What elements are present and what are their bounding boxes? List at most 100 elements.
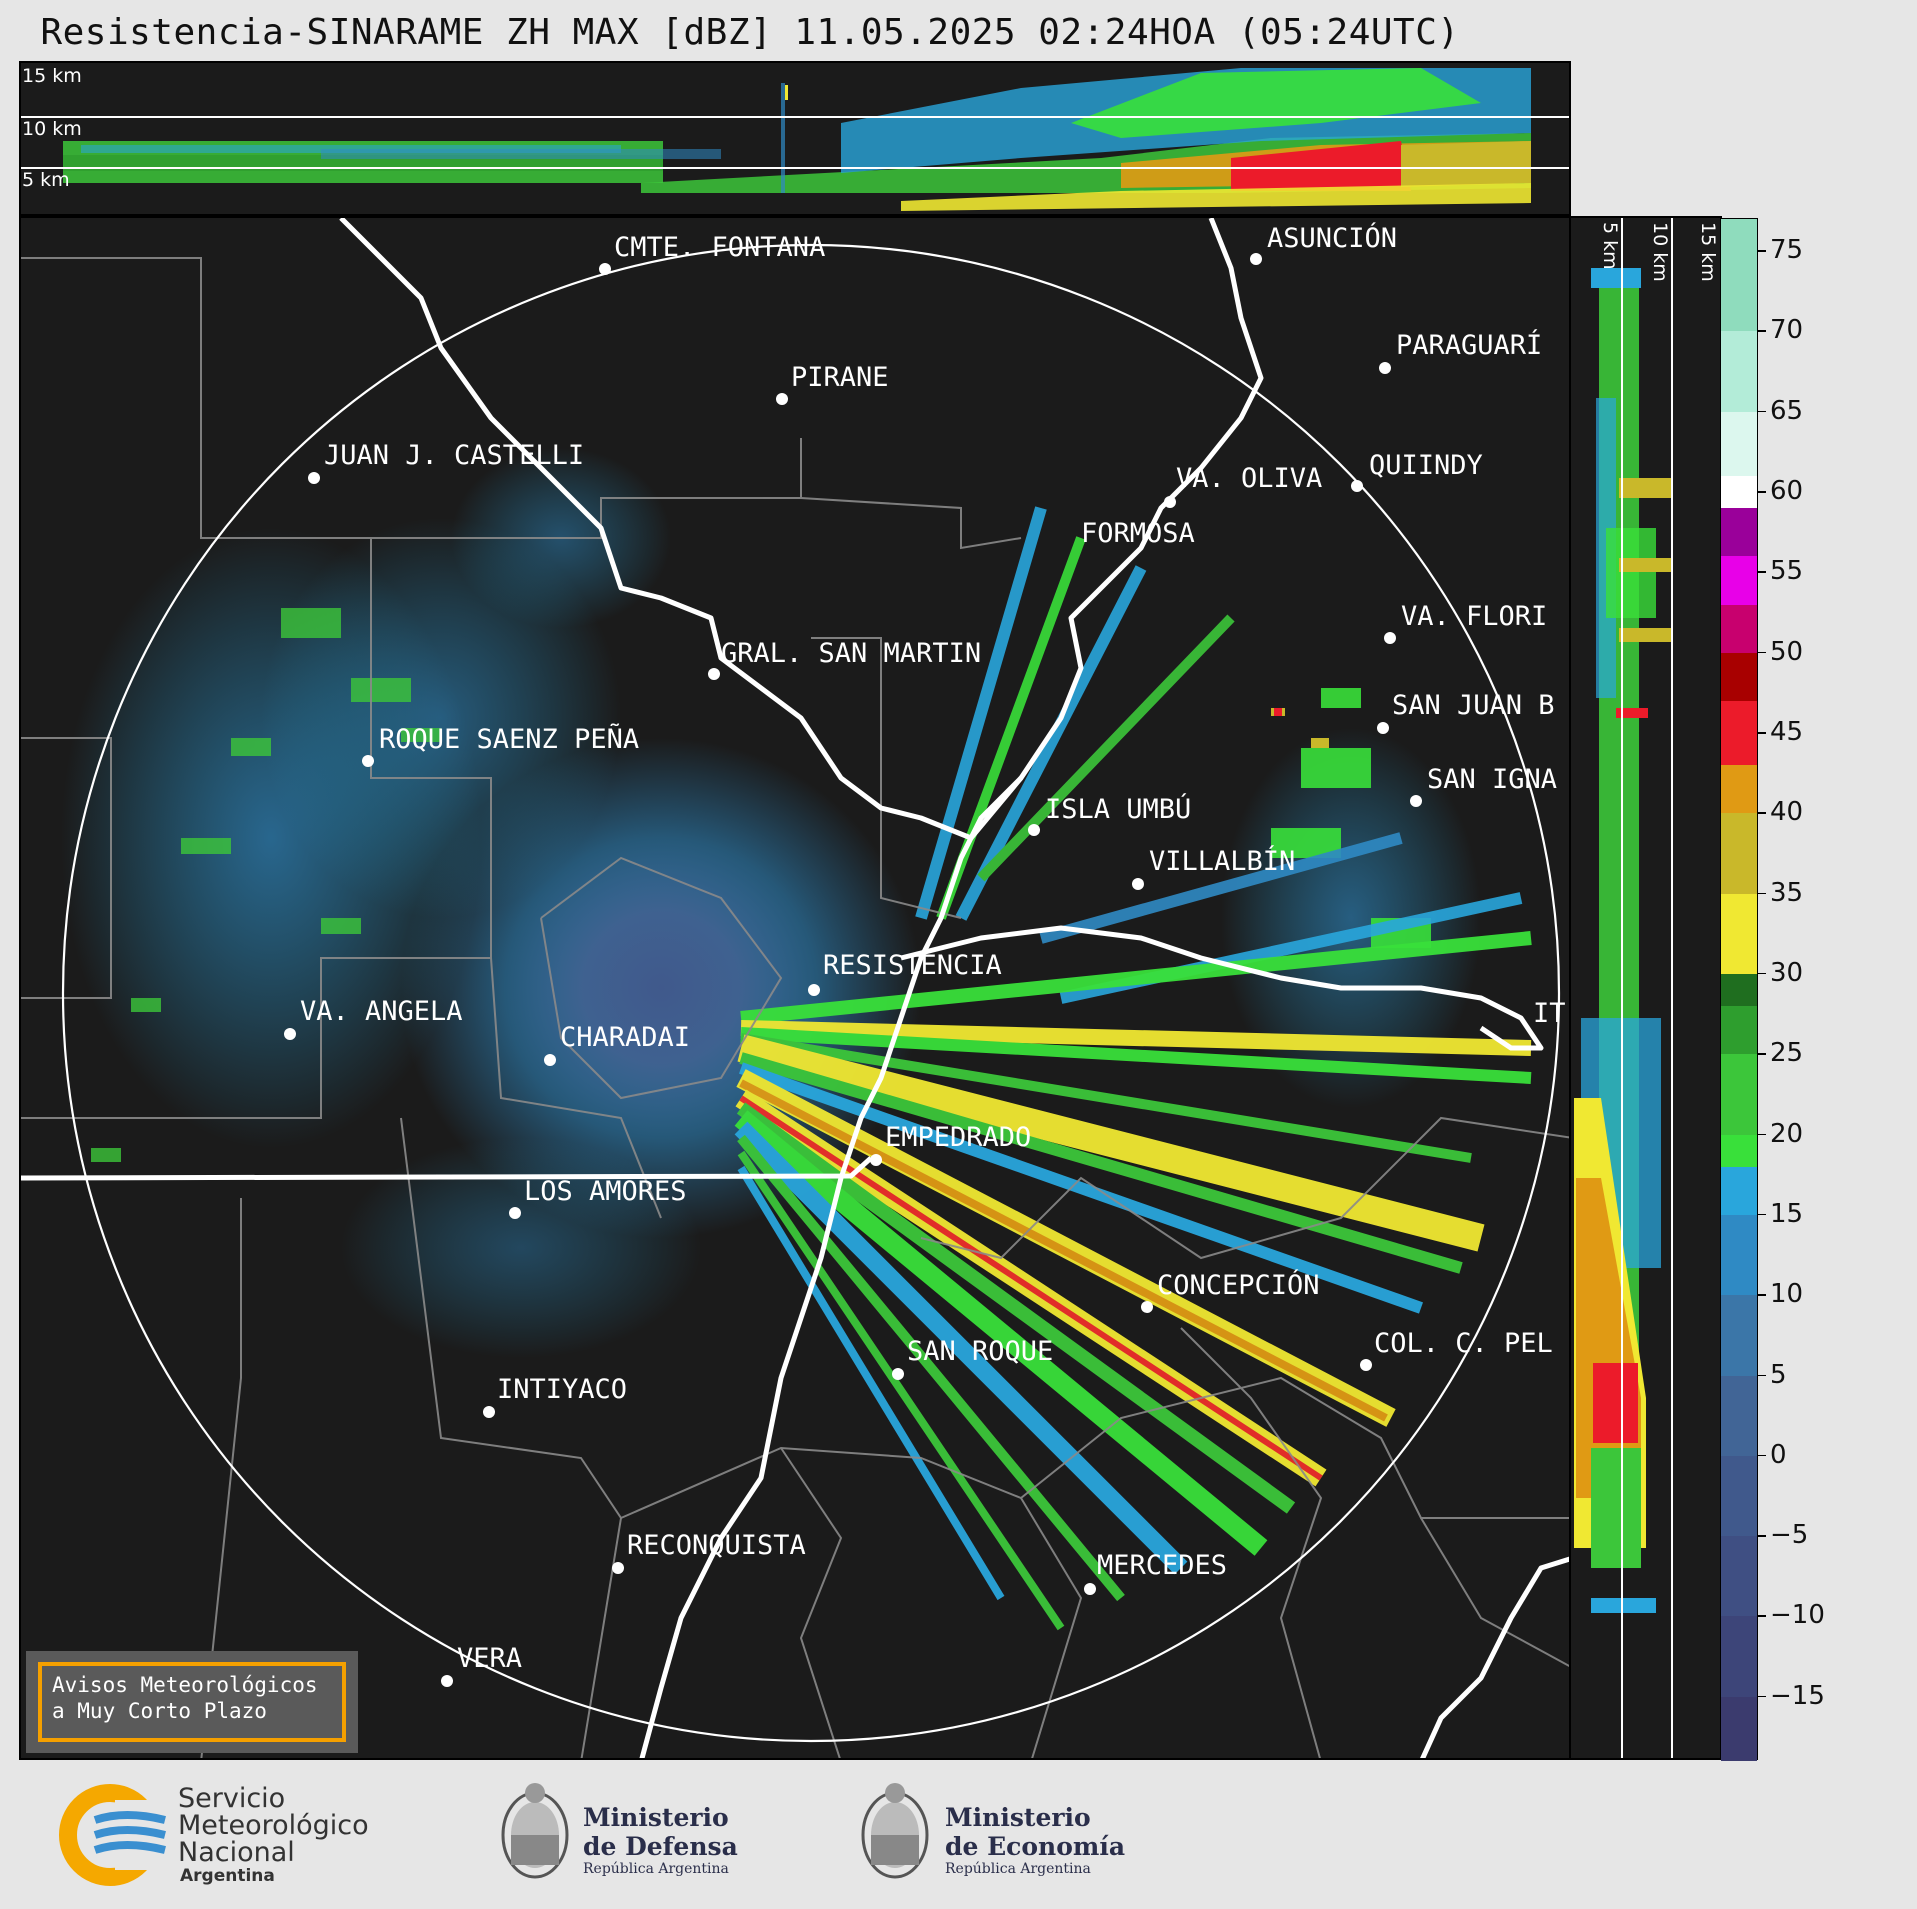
city-label-villalbin: VILLALBÍN [1149,846,1296,877]
radar-reflectivity-map [21,218,1569,1758]
economia-line-3: República Argentina [945,1861,1091,1877]
smn-line-2: Meteorológico [178,1810,369,1841]
side-height-label-5km: 5 km [1599,222,1621,270]
colorbar-tick [1758,410,1766,413]
alert-line-2: a Muy Corto Plazo [52,1699,267,1723]
city-label-roque-saenz-pena: ROQUE SAENZ PEÑA [379,724,640,755]
city-label-cmte-fontana: CMTE. FONTANA [614,232,826,263]
colorbar-tick [1758,732,1766,734]
city-dot-villalbin [1132,878,1144,890]
colorbar-segment [1721,1455,1757,1537]
alert-line-1: Avisos Meteorológicos [52,1673,318,1697]
city-dot-concepcion [1141,1301,1153,1313]
colorbar-segment [1721,604,1757,653]
colorbar-tick-label: 50 [1770,636,1804,667]
colorbar-tick [1758,972,1766,975]
height-label-10km: 10 km [22,118,82,140]
defensa-line-3: República Argentina [583,1861,729,1877]
city-dot-resistencia [808,984,820,996]
city-label-asuncion: ASUNCIÓN [1267,223,1398,254]
argentina-shield-icon-2 [861,1783,929,1879]
city-label-concepcion: CONCEPCIÓN [1157,1270,1320,1301]
colorbar-segment [1721,1054,1757,1135]
colorbar-tick-label: 25 [1770,1038,1804,1069]
colorbar-segment [1721,476,1757,509]
city-label-vera: VERA [457,1643,523,1674]
city-label-gral-san-martin: GRAL. SAN MARTIN [721,638,982,669]
alert-notice-box: Avisos Meteorológicos a Muy Corto Plazo [26,1651,358,1753]
smn-logo-icon [59,1784,175,1886]
colorbar-tick-label: 35 [1770,877,1804,908]
city-label-va-flori: VA. FLORI [1401,601,1548,632]
colorbar-tick-label: 5 [1770,1359,1787,1390]
colorbar-tick [1758,812,1766,814]
city-label-charadai: CHARADAI [560,1022,691,1053]
city-label-va-oliva: VA. OLIVA [1176,463,1323,494]
city-dot-charadai [544,1054,556,1066]
colorbar-segment [1721,1295,1757,1376]
city-dot-san-igna [1410,795,1422,807]
colorbar-tick [1758,651,1766,654]
colorbar-tick-label: 70 [1770,315,1804,346]
colorbar-tick-label: −15 [1770,1680,1825,1711]
city-label-empedrado: EMPEDRADO [885,1122,1032,1153]
economia-line-1: Ministerio [945,1803,1091,1832]
city-dot-san-juan-b [1377,722,1389,734]
smn-line-4: Argentina [180,1866,275,1886]
colorbar-tick-label: 45 [1770,717,1804,747]
city-label-san-igna: SAN IGNA [1427,764,1558,795]
city-dot-va-oliva [1164,496,1176,508]
colorbar-tick [1758,1535,1766,1537]
side-height-label-10km: 10 km [1649,222,1671,282]
colorbar-segment [1721,973,1757,1007]
city-label-pirane: PIRANE [791,362,889,393]
economia-line-2: de Economía [945,1832,1126,1861]
city-label-formosa: FORMOSA [1081,518,1195,549]
city-dot-empedrado [870,1154,882,1166]
colorbar-segment [1721,556,1757,605]
city-dot-juan-j-castelli [308,472,320,484]
range-ring [61,243,1561,1743]
colorbar-segment [1721,893,1757,974]
colorbar-tick [1758,1695,1766,1698]
city-label-va-angela: VA. ANGELA [300,996,463,1027]
city-dot-pirane [776,393,788,405]
colorbar-segment [1721,411,1757,476]
city-label-reconquista: RECONQUISTA [627,1530,806,1561]
city-label-quiindy: QUIINDY [1369,450,1483,481]
side-height-label-15km: 15 km [1697,222,1719,282]
side-section-echoes [1574,268,1671,1613]
city-dot-quiindy [1351,480,1363,492]
city-dot-col-c-pel [1360,1359,1372,1371]
colorbar-tick-label: 0 [1770,1439,1787,1470]
colorbar-tick [1758,250,1766,252]
colorbar-tick [1758,1294,1766,1296]
side-vertical-section-panel: 5 km 10 km 15 km [1569,216,1722,1760]
city-dot-los-amores [509,1207,521,1219]
city-dot-roque-saenz-pena [362,755,374,767]
colorbar-tick-label: −10 [1770,1600,1825,1631]
city-label-juan-j-castelli: JUAN J. CASTELLI [324,440,585,471]
colorbar-tick [1758,491,1766,493]
city-label-san-juan-b: SAN JUAN B [1392,690,1555,721]
colorbar-segment [1721,508,1757,557]
city-dot-gral-san-martin [708,668,720,680]
colorbar-segment [1721,1006,1757,1055]
colorbar-segment [1721,331,1757,412]
radar-map-panel: CMTE. FONTANA ASUNCIÓN PIRANE PARAGUARÍ … [19,216,1571,1760]
colorbar-segment [1721,1214,1757,1296]
top-section-echoes [63,68,1531,211]
colorbar-tick-label: 60 [1770,476,1804,507]
colorbar-segment [1721,700,1757,766]
top-vertical-section-panel: 15 km 10 km 5 km [19,61,1571,216]
colorbar-tick-label: 30 [1770,957,1804,988]
city-label-intiyaco: INTIYACO [497,1374,628,1405]
city-dot-vera [441,1675,453,1687]
city-dot-san-roque [892,1368,904,1380]
colorbar-tick-label: 40 [1770,797,1804,828]
colorbar-tick [1758,1374,1766,1376]
gridline-10km [21,116,1569,118]
colorbar-tick-label: 75 [1770,235,1804,266]
argentina-shield-icon [501,1783,569,1879]
city-label-san-roque: SAN ROQUE [907,1336,1054,1367]
